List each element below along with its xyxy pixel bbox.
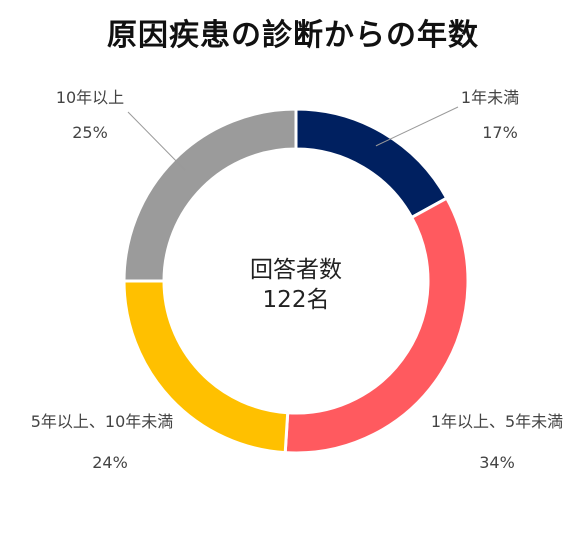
slice-category-label: 5年以上、10年未満 [31, 412, 174, 431]
leader-line [375, 106, 459, 147]
slice-category-label: 1年未満 [461, 88, 519, 107]
slice-labels: 1年未満 17% 1年以上、5年未満 34% 5年以上、10年未満 24% 10年以上 25% [31, 88, 563, 472]
slice-category-label: 10年以上 [56, 88, 124, 107]
slice-category-label: 1年以上、5年未満 [431, 412, 563, 431]
leader-lines [127, 106, 459, 171]
center-label: 回答者数 122名 [250, 257, 342, 313]
donut-slice [122, 107, 298, 283]
center-label-count: 122名 [263, 287, 330, 313]
slice-percent-label: 34% [479, 453, 515, 472]
slices-layer [122, 107, 470, 455]
slice-percent-label: 24% [92, 453, 128, 472]
chart-title: 原因疾患の診断からの年数 [107, 18, 479, 53]
slice-percent-label: 25% [72, 123, 108, 142]
center-label-respondents: 回答者数 [250, 257, 342, 283]
donut-slice [294, 107, 449, 220]
leader-line [127, 111, 186, 171]
slice-percent-label: 17% [482, 123, 518, 142]
